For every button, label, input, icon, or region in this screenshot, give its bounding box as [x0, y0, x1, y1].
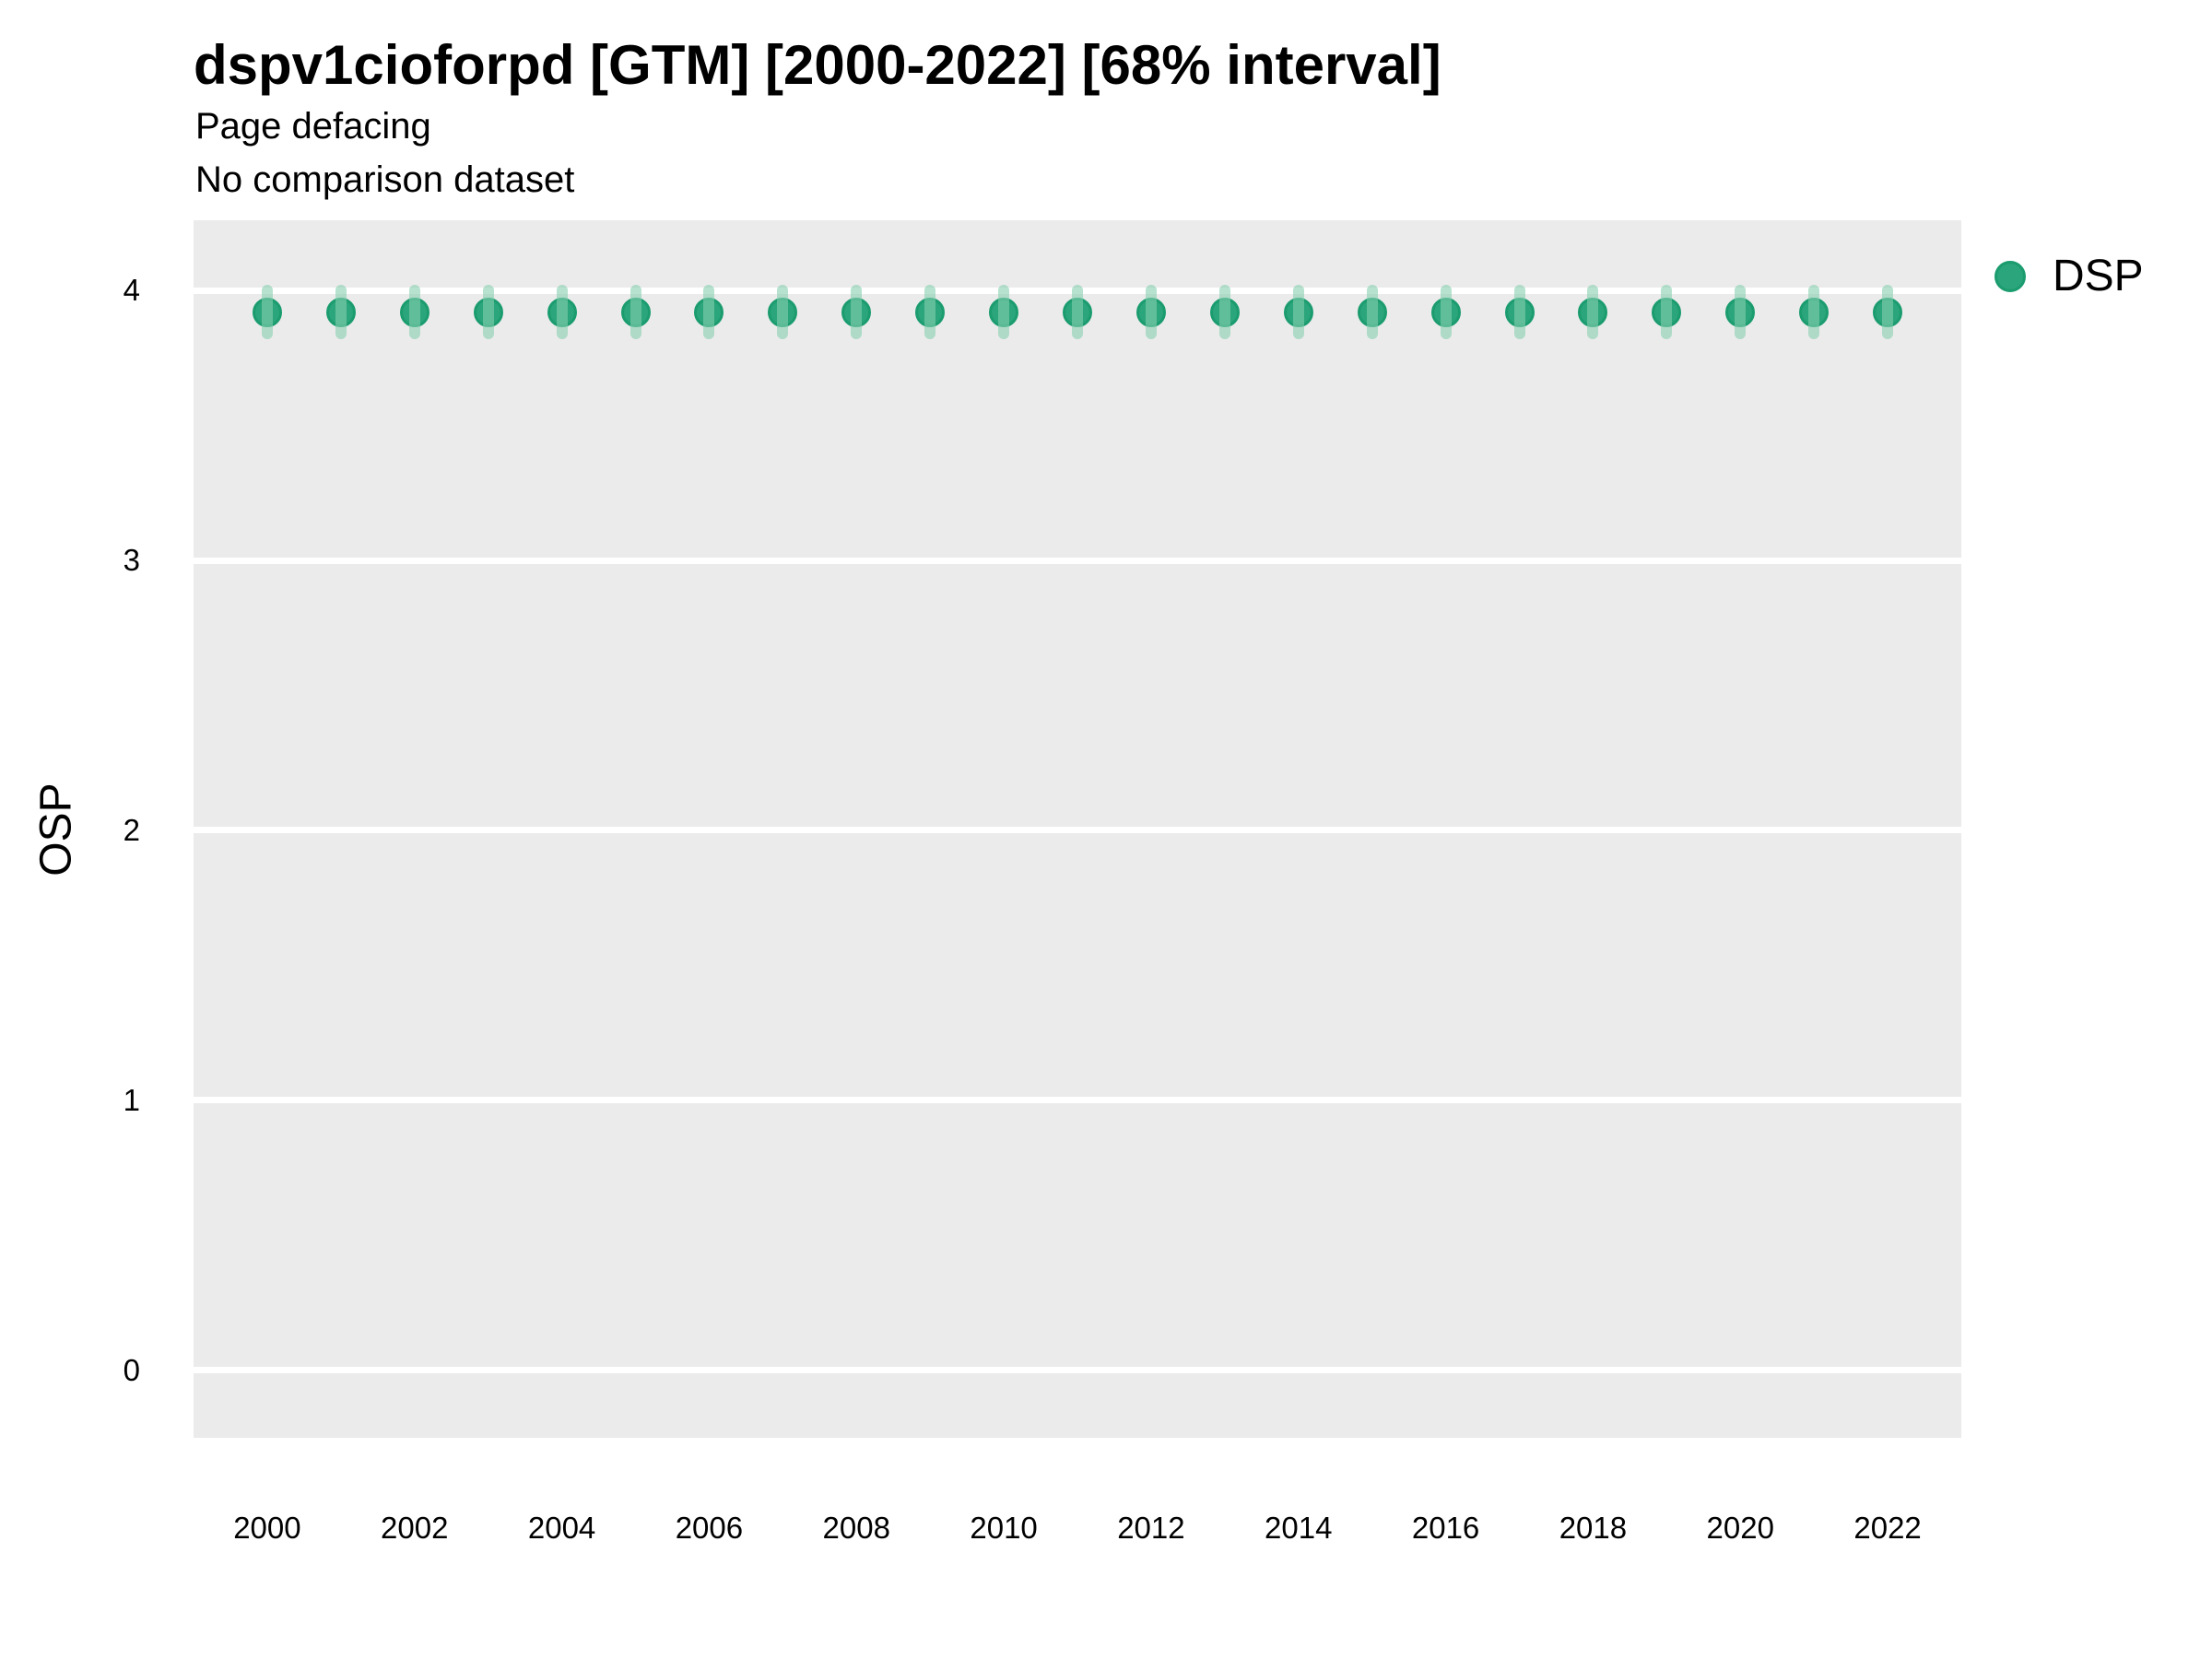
y-tick-label-4: 4 [123, 273, 140, 308]
x-tick-label-2010: 2010 [970, 1511, 1038, 1545]
chart-comparison-note: No comparison dataset [195, 159, 575, 200]
x-tick-label-2000: 2000 [233, 1511, 301, 1545]
y-tick-label-1: 1 [123, 1082, 140, 1117]
interval-bar-2000 [261, 285, 273, 339]
interval-bar-2022 [1882, 285, 1894, 339]
interval-bar-2009 [924, 285, 936, 339]
interval-bar-2020 [1735, 285, 1747, 339]
interval-bar-2005 [629, 285, 641, 339]
interval-bar-2014 [1292, 285, 1304, 339]
interval-bar-2010 [998, 285, 1010, 339]
interval-bar-2017 [1513, 285, 1525, 339]
x-tick-label-2008: 2008 [822, 1511, 890, 1545]
gridline-y-3 [194, 557, 1961, 564]
legend-label: DSP [2053, 252, 2144, 300]
gridline-y-0 [194, 1367, 1961, 1374]
interval-bar-2003 [482, 285, 494, 339]
interval-bar-2021 [1808, 285, 1820, 339]
y-tick-label-0: 0 [123, 1352, 140, 1387]
gridline-y-2 [194, 827, 1961, 834]
x-tick-label-2014: 2014 [1265, 1511, 1333, 1545]
x-tick-label-2016: 2016 [1411, 1511, 1480, 1545]
interval-bar-2015 [1366, 285, 1378, 339]
interval-bar-2012 [1145, 285, 1157, 339]
interval-bar-2019 [1661, 285, 1673, 339]
interval-bar-2018 [1587, 285, 1599, 339]
interval-bar-2007 [777, 285, 789, 339]
x-tick-label-2002: 2002 [381, 1511, 449, 1545]
x-tick-label-2012: 2012 [1117, 1511, 1185, 1545]
interval-bar-2008 [851, 285, 863, 339]
x-tick-label-2006: 2006 [675, 1511, 744, 1545]
plot-panel [194, 220, 1961, 1438]
chart-subtitle: Page defacing [195, 106, 431, 147]
x-tick-label-2020: 2020 [1706, 1511, 1774, 1545]
interval-bar-2016 [1440, 285, 1452, 339]
interval-bar-2002 [408, 285, 420, 339]
x-tick-label-2018: 2018 [1559, 1511, 1628, 1545]
legend-point-marker [1994, 261, 2026, 292]
chart-title: dspv1cioforpd [GTM] [2000-2022] [68% int… [194, 34, 1441, 96]
interval-bar-2001 [335, 285, 347, 339]
interval-bar-2004 [556, 285, 568, 339]
interval-bar-2013 [1218, 285, 1230, 339]
x-tick-label-2004: 2004 [527, 1511, 596, 1545]
interval-bar-2011 [1072, 285, 1083, 339]
y-tick-label-2: 2 [123, 812, 140, 847]
gridline-y-1 [194, 1097, 1961, 1104]
x-tick-label-2022: 2022 [1853, 1511, 1922, 1545]
interval-bar-2006 [703, 285, 715, 339]
y-tick-label-3: 3 [123, 543, 140, 578]
